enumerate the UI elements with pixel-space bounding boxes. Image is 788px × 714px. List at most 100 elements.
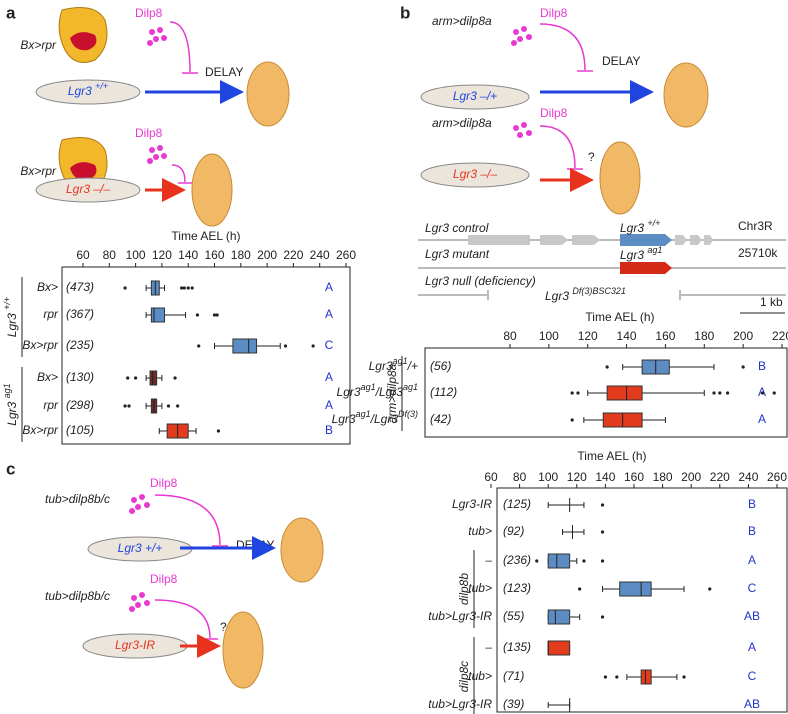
box bbox=[232, 338, 258, 354]
gene bbox=[675, 235, 713, 245]
box bbox=[547, 553, 571, 569]
dilp8-dots bbox=[129, 592, 150, 612]
text-part: Lgr3 bbox=[620, 248, 647, 262]
signal: Dilp8 bbox=[150, 572, 178, 586]
x-tick-label: 220 bbox=[283, 248, 303, 262]
x-tick-label: 140 bbox=[595, 470, 615, 484]
outlier bbox=[535, 559, 539, 563]
panel-a-diagram: a Bx>rpr Dilp8 DELAY Lgr3 +/+ Bx>rpr Dil… bbox=[6, 3, 290, 227]
n-label: (367) bbox=[66, 307, 94, 321]
row-label: Bx> bbox=[37, 370, 58, 384]
deficiency-line bbox=[418, 290, 786, 300]
driver: arm>dilp8a bbox=[432, 14, 492, 28]
x-tick-label: 120 bbox=[578, 329, 598, 343]
box bbox=[547, 609, 571, 625]
outlier bbox=[216, 429, 221, 433]
superscript: +/+ bbox=[647, 218, 660, 228]
row-label: Lgr3-IR bbox=[452, 497, 492, 511]
superscript: ag1 bbox=[403, 382, 418, 392]
pupa bbox=[280, 517, 324, 583]
outlier bbox=[578, 587, 582, 591]
row-label: tub> bbox=[468, 581, 492, 595]
panel-label: a bbox=[6, 3, 16, 22]
outlier bbox=[570, 418, 574, 422]
coordinate: 25710k bbox=[738, 246, 778, 260]
outlier bbox=[600, 615, 605, 619]
stat-letter: AB bbox=[744, 609, 760, 623]
x-tick-label: 200 bbox=[257, 248, 277, 262]
x-tick-label: 180 bbox=[653, 470, 673, 484]
x-tick-label: 220 bbox=[710, 470, 730, 484]
rpr-domain bbox=[70, 162, 97, 181]
n-label: (92) bbox=[503, 524, 524, 538]
outlier bbox=[127, 404, 131, 408]
effect: DELAY bbox=[205, 65, 243, 79]
outlier bbox=[708, 587, 712, 591]
allele: Lgr3 Df(3)BSC321 bbox=[545, 286, 626, 303]
inhibition bbox=[169, 21, 191, 73]
gene-lgr3 bbox=[620, 234, 672, 246]
outlier bbox=[283, 344, 288, 348]
outlier bbox=[123, 286, 127, 290]
outlier bbox=[182, 286, 186, 290]
x-tick-label: 240 bbox=[738, 470, 758, 484]
larva bbox=[35, 177, 141, 203]
row-label: Lgr3ag1/Lgr3Df(3) bbox=[332, 409, 418, 426]
dilp8-dots bbox=[147, 27, 167, 46]
x-tick-label: 100 bbox=[539, 329, 559, 343]
x-tick-label: 160 bbox=[624, 470, 644, 484]
inhibition bbox=[539, 125, 576, 169]
outlier bbox=[197, 344, 201, 348]
dilp8-dots bbox=[129, 494, 150, 514]
row-label: tub> bbox=[468, 669, 492, 683]
text-part: Lgr3 bbox=[5, 310, 19, 337]
outlier bbox=[215, 313, 219, 317]
text-part: Lgr3 bbox=[620, 221, 647, 235]
n-label: (42) bbox=[430, 412, 451, 426]
stat-letter: B bbox=[758, 359, 766, 373]
superscript: ag1 bbox=[393, 356, 408, 366]
stat-letter: A bbox=[325, 398, 333, 412]
stat-letter: C bbox=[748, 669, 757, 683]
x-tick-label: 160 bbox=[655, 329, 675, 343]
outlier bbox=[718, 391, 722, 395]
inhibition bbox=[171, 164, 186, 183]
allele: Lgr3 ag1 bbox=[620, 245, 662, 262]
dilp8-dots bbox=[511, 26, 532, 46]
box bbox=[640, 669, 652, 685]
superscript: ag1 bbox=[2, 383, 12, 398]
outlier bbox=[600, 530, 605, 534]
larva bbox=[420, 162, 530, 188]
text-part: Lgr3 bbox=[5, 398, 19, 425]
plot-frame bbox=[61, 266, 351, 445]
x-tick-label: 220 bbox=[772, 329, 788, 343]
n-label: (236) bbox=[503, 553, 531, 567]
outlier bbox=[600, 503, 605, 507]
driver: tub>dilp8b/c bbox=[45, 492, 110, 506]
stat-letter: A bbox=[758, 412, 766, 426]
superscript: ag1 bbox=[361, 382, 376, 392]
x-tick-label: 80 bbox=[503, 329, 517, 343]
group-label: Lgr3 +/+ bbox=[2, 297, 19, 337]
pupa bbox=[599, 141, 641, 215]
group-label: dilp8b bbox=[457, 573, 471, 605]
inhibition bbox=[154, 494, 221, 546]
x-tick-label: 140 bbox=[617, 329, 637, 343]
outlier bbox=[582, 559, 586, 563]
x-tick-label: 140 bbox=[178, 248, 198, 262]
group-label: arm>dilp8a bbox=[385, 363, 399, 423]
text-part: Lgr3 bbox=[545, 289, 572, 303]
x-tick-label: 200 bbox=[733, 329, 753, 343]
genotype: Lgr3 –/+ bbox=[453, 89, 497, 103]
group-label: dilp8c bbox=[457, 661, 471, 692]
n-label: (298) bbox=[66, 398, 94, 412]
inhibition bbox=[154, 599, 211, 639]
outlier bbox=[615, 675, 619, 679]
n-label: (235) bbox=[66, 338, 94, 352]
genotype: Lgr3-IR bbox=[115, 638, 155, 652]
x-tick-label: 260 bbox=[336, 248, 356, 262]
outlier bbox=[726, 391, 730, 395]
panel-c-diagram: c tub>dilp8b/c Dilp8 DELAY Lgr3 +/+ tub>… bbox=[6, 459, 324, 689]
outlier bbox=[190, 286, 194, 290]
